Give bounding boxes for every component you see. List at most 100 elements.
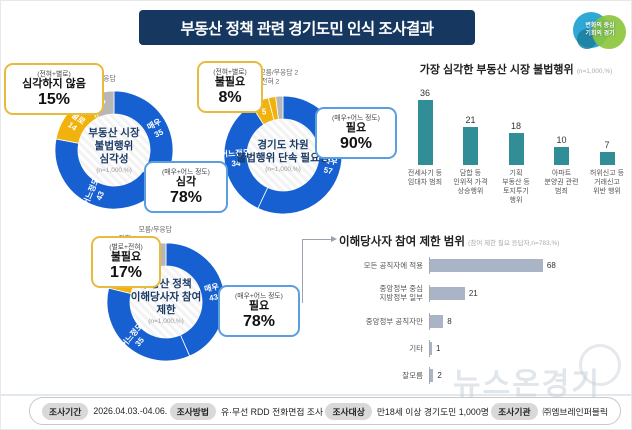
callout-label: 불필요 (214, 76, 246, 88)
callout-necessary: (매우+어느 정도) 필요 90% (315, 107, 397, 159)
bar-value-label: 21 (465, 115, 476, 126)
survey-target: 조사대상 만18세 이상 경기도민 1,000명 (325, 402, 489, 420)
survey-agency-badge: 조사기관 (491, 402, 538, 420)
survey-target-value: 만18세 이상 경기도민 1,000명 (376, 406, 489, 417)
bar-category-label: 전세사기 등 임대차 범죄 (407, 170, 443, 187)
donut-segment-label: 5 (262, 107, 267, 116)
bar-chart-note: (n=1,000,%) (576, 68, 613, 75)
hbar-category-label: 기타 (409, 343, 423, 353)
donut-title: 부동산 시장 불법행위 심각성 (88, 127, 140, 166)
page-title-text: 부동산 정책 관련 경기도민 인식 조사결과 (180, 20, 434, 38)
hbar-category-label: 모든 공직자에 적용 (363, 260, 423, 270)
bar-chart-bars: 36 21 18 10 7 (401, 83, 631, 165)
donut-hole (78, 114, 150, 186)
bar-category-label: 기획 부동산 등 토지투기 행위 (502, 170, 530, 205)
hbar-bar (430, 314, 444, 328)
connector-line-vertical (302, 239, 303, 303)
hbar-row: 기타 1 (339, 339, 631, 357)
donut-segment-label: 57 (323, 165, 334, 176)
hbar-bar-wrap: 2 (429, 366, 442, 384)
callout-percent: 90% (339, 135, 373, 153)
bar (463, 127, 478, 165)
survey-method-value: 유·무선 RDD 전화면접 조사 (220, 406, 324, 417)
bar-column: 18 (494, 121, 538, 165)
hbar-value-label: 1 (436, 343, 441, 353)
hbar-chart-restriction-scope: 이해당사자 참여 제한 범위 (참여 제한 필요 응답자,n=783,%) 모든… (339, 233, 631, 394)
bar-category-label: 허위신고 등 거래신고 위반 행위 (589, 170, 625, 196)
survey-agency: 조사기관 ㈜엠브레인퍼블릭 (491, 402, 608, 420)
bar-column: 21 (449, 115, 493, 165)
hbar-bar (430, 341, 432, 355)
donut-segment-label: 34 (231, 159, 241, 169)
donut-segment-label: 모름/무응답 2 (259, 69, 298, 77)
donut-note: (n=1,000,%) (96, 167, 132, 175)
hbar-bar (430, 286, 465, 300)
hbar-chart-title-text: 이해당사자 참여 제한 범위 (339, 236, 465, 248)
bar-category-label: 담합 등 인위적 가격 상승행위 (453, 170, 488, 196)
hbar-value-label: 21 (468, 288, 478, 298)
bar (554, 147, 569, 165)
hbar-value-label: 2 (437, 370, 442, 380)
bar (508, 132, 524, 165)
hbar-row: 중앙정부 공직자만 8 (339, 312, 631, 330)
bar-value-label: 36 (419, 88, 430, 99)
hbar-row: 중앙정부 중심 지방정부 일부 21 (339, 284, 631, 303)
donut-segment-label: 어느정도 (220, 147, 251, 159)
hbar-row: 모든 공직자에 적용 68 (339, 257, 631, 274)
logo-slogan: 변화의 중심 기회의 경기 (585, 23, 615, 37)
hbar-bar (430, 368, 434, 382)
donut-segment-label: 43 (94, 189, 106, 201)
bar-value-label: 18 (510, 120, 521, 131)
hbar-bar (430, 259, 543, 272)
survey-agency-value: ㈜엠브레인퍼블릭 (542, 406, 608, 417)
callout-percent: 17% (109, 264, 143, 282)
hbar-bar-wrap: 21 (429, 284, 478, 302)
donut-center-severity: 부동산 시장 불법행위 심각성 (n=1,000,%) (62, 127, 166, 174)
callout-label: 필요 (248, 300, 270, 312)
callout-necessary-restriction: (매우+어느 정도) 필요 78% (218, 285, 300, 337)
bar-column: 7 (585, 140, 629, 165)
bar-value-label: 7 (604, 140, 610, 151)
page-title: 부동산 정책 관련 경기도민 인식 조사결과 (139, 10, 475, 45)
survey-period-value: 2026.04.03.-04.06. (93, 406, 168, 416)
bar-column: 36 (403, 88, 447, 165)
callout-not-serious: (전혀+별로) 심각하지 않음 15% (4, 63, 104, 115)
hbar-bar-wrap: 68 (429, 257, 556, 274)
donut-segment-label: 전혀 2 (261, 77, 279, 86)
bar-column: 10 (540, 135, 584, 165)
donut-note: (n=1,000,%) (265, 166, 301, 174)
callout-percent: 15% (37, 91, 71, 109)
donut-segment-label: 매우 (203, 281, 220, 294)
donut-note: (n=1,000,%) (148, 318, 184, 326)
callout-unnecessary: (전혀+별로) 불필요 8% (197, 61, 263, 113)
connector-line-horizontal (302, 239, 332, 240)
hbar-category-label: 잘모름 (402, 370, 423, 380)
callout-unnecessary-restriction: (별로+전혀) 불필요 17% (91, 236, 161, 288)
bar-chart-categories: 전세사기 등 임대차 범죄 담합 등 인위적 가격 상승행위 기획 부동산 등 토지… (401, 169, 631, 205)
bar-chart-title: 가장 심각한 부동산 시장 불법행위 (n=1,000,%) (401, 61, 631, 77)
callout-formula: (매우+어느 정도) (235, 293, 283, 300)
survey-target-badge: 조사대상 (325, 402, 372, 420)
gyeonggi-province-logo: 변화의 중심 기회의 경기 (573, 9, 627, 53)
hbar-chart-rows: 모든 공직자에 적용 68 중앙정부 중심 지방정부 일부 21 중앙정부 공직자만 8 기… (339, 257, 631, 384)
callout-label: 심각하지 않음 (22, 78, 86, 90)
hbar-category-label: 중앙정부 중심 지방정부 일부 (379, 284, 423, 303)
hbar-bar-wrap: 8 (429, 312, 452, 330)
hbar-chart-title: 이해당사자 참여 제한 범위 (참여 제한 필요 응답자,n=783,%) (339, 233, 631, 249)
bar-category-label: 아파트 분양권 관련 범죄 (544, 170, 579, 196)
hbar-value-label: 68 (546, 261, 556, 270)
survey-method-badge: 조사방법 (169, 402, 216, 420)
callout-formula: (전혀+별로) (37, 71, 71, 78)
donut-segment-label: 43 (208, 292, 219, 303)
callout-label: 필요 (345, 122, 367, 134)
callout-formula: (별로+전혀) (109, 244, 143, 251)
hbar-category-label: 중앙정부 공직자만 (365, 316, 423, 326)
connector-arrow-icon (331, 236, 337, 242)
bar (599, 152, 615, 165)
hbar-chart-note: (참여 제한 필요 응답자,n=783,%) (468, 240, 560, 247)
bar (417, 100, 433, 165)
hbar-bar-wrap: 1 (429, 339, 441, 357)
callout-label: 심각 (175, 176, 197, 188)
bar-chart-title-text: 가장 심각한 부동산 시장 불법행위 (419, 64, 574, 76)
